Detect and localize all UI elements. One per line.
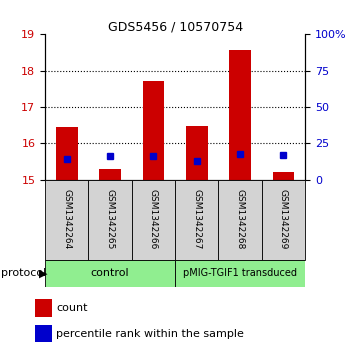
Title: GDS5456 / 10570754: GDS5456 / 10570754	[108, 20, 243, 33]
Bar	[35, 325, 52, 342]
Text: control: control	[91, 268, 129, 278]
Text: GSM1342266: GSM1342266	[149, 189, 158, 250]
Bar	[88, 180, 132, 260]
Bar	[35, 299, 52, 317]
Text: ▶: ▶	[39, 268, 48, 278]
Text: pMIG-TGIF1 transduced: pMIG-TGIF1 transduced	[183, 268, 297, 278]
Text: count: count	[56, 303, 88, 313]
Bar	[132, 180, 175, 260]
Bar	[143, 81, 164, 180]
Bar	[262, 180, 305, 260]
Bar	[56, 127, 78, 180]
Text: GSM1342264: GSM1342264	[62, 189, 71, 250]
Bar	[45, 180, 88, 260]
Bar	[229, 50, 251, 180]
Bar	[175, 180, 218, 260]
Text: GSM1342265: GSM1342265	[106, 189, 114, 250]
Bar	[186, 126, 208, 180]
Text: GSM1342267: GSM1342267	[192, 189, 201, 250]
Bar	[175, 260, 305, 287]
Bar	[218, 180, 262, 260]
Bar	[99, 169, 121, 180]
Bar	[45, 260, 175, 287]
Bar	[273, 172, 294, 180]
Text: GSM1342269: GSM1342269	[279, 189, 288, 250]
Text: protocol: protocol	[1, 268, 46, 278]
Text: percentile rank within the sample: percentile rank within the sample	[56, 329, 244, 339]
Text: GSM1342268: GSM1342268	[236, 189, 244, 250]
